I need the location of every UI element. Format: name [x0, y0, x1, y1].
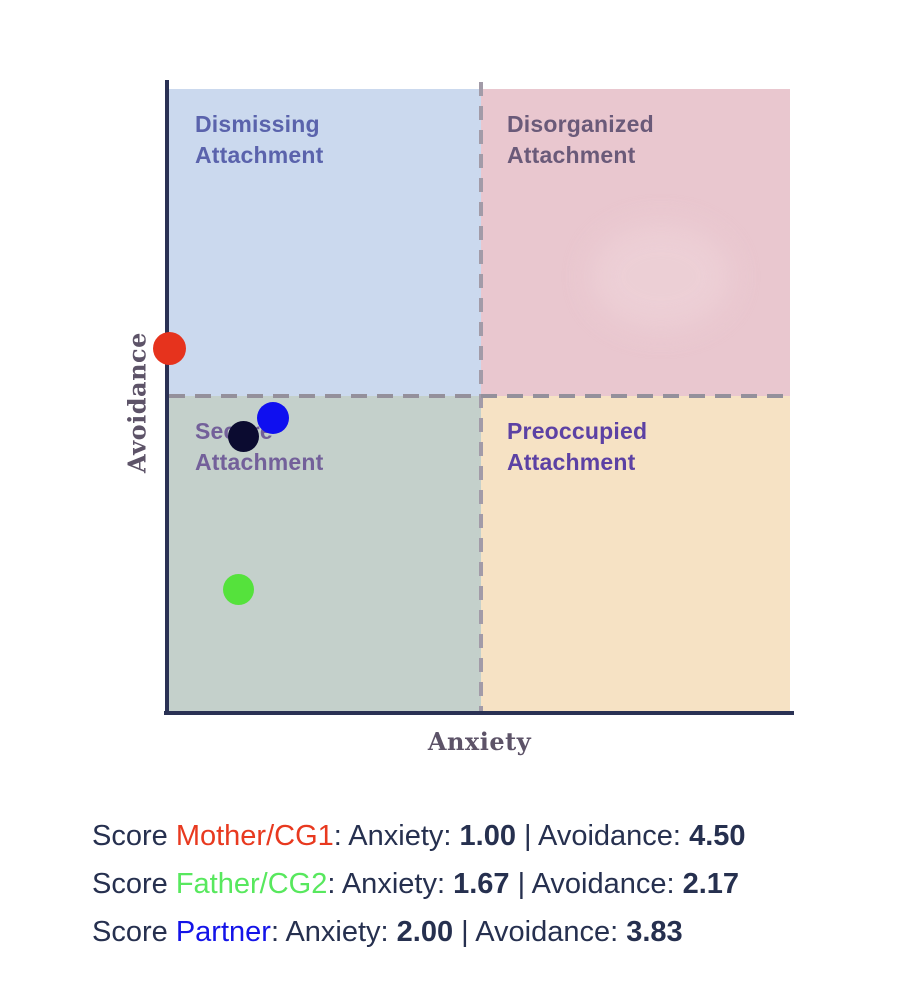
quadrant-secure: Secure Attachment	[169, 396, 481, 711]
avoidance-label: Avoidance:	[538, 820, 690, 852]
avoidance-value-partner: 3.83	[626, 916, 683, 948]
separator: |	[515, 820, 539, 852]
quadrant-label-secure: Secure Attachment	[195, 418, 324, 475]
score-name-father: Father/CG2	[175, 868, 328, 900]
score-prefix: Score	[92, 916, 176, 948]
quadrant-disorganized: Disorganized Attachment	[481, 89, 790, 396]
anxiety-label: : Anxiety:	[270, 916, 397, 948]
data-point-unlabeled	[228, 420, 260, 452]
score-name-partner: Partner	[175, 916, 271, 948]
scores-block: Score Mother/CG1: Anxiety: 1.00 | Avoida…	[92, 812, 746, 956]
horizontal-divider-dashed-line	[169, 394, 790, 398]
separator: |	[509, 868, 532, 900]
plot-area: Dismissing Attachment Disorganized Attac…	[152, 82, 790, 711]
separator: |	[453, 916, 476, 948]
x-axis-label: Anxiety	[427, 727, 532, 756]
anxiety-value-mother: 1.00	[459, 820, 516, 852]
y-axis-label: Avoidance	[122, 332, 152, 473]
anxiety-value-partner: 2.00	[396, 916, 454, 948]
score-name-mother: Mother/CG1	[175, 820, 334, 852]
avoidance-label: Avoidance:	[531, 868, 683, 900]
quadrant-label-dismissing: Dismissing Attachment	[195, 111, 324, 168]
anxiety-label: : Anxiety:	[327, 868, 454, 900]
y-axis-line	[165, 80, 169, 715]
x-axis-line	[164, 711, 794, 715]
quadrant-label-disorganized: Disorganized Attachment	[507, 111, 654, 168]
score-prefix: Score	[92, 868, 176, 900]
anxiety-value-father: 1.67	[453, 868, 510, 900]
quadrant-label-preoccupied: Preoccupied Attachment	[507, 418, 648, 475]
data-point-father-cg2	[222, 574, 254, 606]
score-row-father: Score Father/CG2: Anxiety: 1.67 | Avoida…	[92, 860, 746, 908]
avoidance-label: Avoidance:	[475, 916, 627, 948]
data-point-partner	[256, 401, 289, 434]
score-row-mother: Score Mother/CG1: Anxiety: 1.00 | Avoida…	[92, 812, 746, 860]
score-row-partner: Score Partner: Anxiety: 2.00 | Avoidance…	[92, 908, 746, 956]
data-point-mother-cg1	[152, 331, 186, 365]
quadrant-preoccupied: Preoccupied Attachment	[481, 396, 790, 711]
blur-smudge	[591, 224, 731, 329]
quadrant-dismissing: Dismissing Attachment	[169, 89, 481, 396]
avoidance-value-mother: 4.50	[689, 820, 746, 852]
anxiety-label: : Anxiety:	[333, 820, 460, 852]
avoidance-value-father: 2.17	[682, 868, 740, 900]
score-prefix: Score	[92, 820, 176, 852]
